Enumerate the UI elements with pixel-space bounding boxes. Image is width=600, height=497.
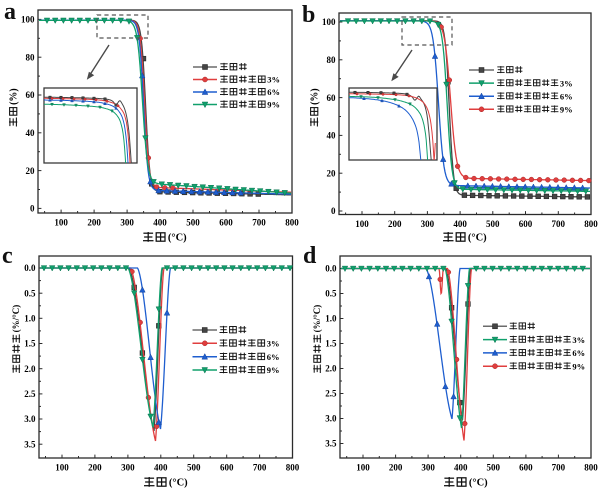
svg-text:60: 60	[327, 93, 337, 103]
svg-text:0.5: 0.5	[24, 288, 36, 298]
svg-text:60: 60	[26, 90, 36, 100]
svg-text:6%: 6%	[267, 87, 280, 97]
svg-text:0: 0	[30, 204, 35, 214]
svg-text:3%: 3%	[267, 339, 280, 349]
svg-text:2.0: 2.0	[325, 364, 337, 374]
svg-text:0.0: 0.0	[325, 264, 337, 274]
svg-text:a: a	[4, 0, 16, 25]
svg-text:(°C): (°C)	[468, 233, 487, 244]
svg-text:300: 300	[121, 463, 135, 473]
svg-text:(°C): (°C)	[168, 233, 187, 244]
svg-text:3.0: 3.0	[325, 414, 337, 424]
svg-text:0.5: 0.5	[325, 289, 337, 299]
svg-text:c: c	[2, 243, 13, 269]
svg-text:2.5: 2.5	[24, 389, 36, 399]
svg-text:200: 200	[88, 463, 102, 473]
svg-text:100: 100	[355, 219, 369, 229]
svg-text:700: 700	[253, 463, 267, 473]
svg-text:40: 40	[26, 128, 36, 138]
svg-text:80: 80	[327, 55, 337, 65]
svg-text:1.0: 1.0	[24, 314, 36, 324]
svg-text:1.0: 1.0	[325, 314, 337, 324]
svg-text:600: 600	[519, 219, 533, 229]
svg-text:100: 100	[322, 17, 336, 27]
svg-text:3%: 3%	[572, 335, 585, 345]
svg-text:80: 80	[26, 52, 36, 62]
svg-text:2.5: 2.5	[325, 389, 337, 399]
svg-text:6%: 6%	[560, 91, 573, 101]
svg-text:3.5: 3.5	[325, 439, 337, 449]
svg-text:9%: 9%	[572, 361, 585, 371]
svg-text:3.5: 3.5	[24, 439, 36, 449]
svg-text:500: 500	[487, 463, 501, 473]
svg-text:500: 500	[186, 218, 200, 228]
svg-text:(%): (%)	[309, 88, 320, 105]
svg-text:200: 200	[389, 463, 403, 473]
svg-text:300: 300	[120, 218, 134, 228]
svg-text:800: 800	[286, 463, 300, 473]
svg-text:700: 700	[552, 463, 566, 473]
svg-text:b: b	[302, 2, 315, 28]
svg-text:3%: 3%	[267, 75, 280, 85]
svg-text:(%/°C): (%/°C)	[11, 305, 21, 333]
svg-text:(%/°C): (%/°C)	[312, 305, 322, 333]
svg-text:600: 600	[519, 463, 533, 473]
svg-text:6%: 6%	[267, 352, 280, 362]
svg-text:0: 0	[331, 206, 336, 216]
svg-text:(°C): (°C)	[169, 478, 188, 489]
svg-text:d: d	[303, 243, 317, 269]
svg-text:9%: 9%	[560, 105, 573, 115]
svg-text:700: 700	[252, 218, 266, 228]
svg-text:100: 100	[55, 463, 69, 473]
svg-text:600: 600	[220, 463, 234, 473]
svg-text:500: 500	[187, 463, 201, 473]
svg-text:200: 200	[87, 218, 101, 228]
svg-text:40: 40	[327, 131, 337, 141]
svg-text:0.0: 0.0	[24, 263, 36, 273]
svg-text:2.0: 2.0	[24, 364, 36, 374]
svg-text:(°C): (°C)	[469, 478, 488, 489]
svg-text:9%: 9%	[267, 100, 280, 110]
svg-text:300: 300	[421, 463, 435, 473]
svg-text:100: 100	[356, 463, 370, 473]
svg-text:6%: 6%	[572, 348, 585, 358]
svg-text:1.5: 1.5	[24, 339, 36, 349]
svg-text:300: 300	[421, 219, 435, 229]
svg-text:200: 200	[388, 219, 402, 229]
svg-text:500: 500	[486, 219, 500, 229]
svg-text:3%: 3%	[560, 78, 573, 88]
svg-text:400: 400	[154, 463, 168, 473]
svg-text:(%): (%)	[8, 88, 19, 105]
svg-text:400: 400	[454, 463, 468, 473]
svg-text:3.0: 3.0	[24, 414, 36, 424]
svg-text:800: 800	[584, 219, 598, 229]
svg-text:400: 400	[453, 219, 467, 229]
svg-text:9%: 9%	[267, 365, 280, 375]
svg-text:100: 100	[54, 218, 68, 228]
svg-text:100: 100	[21, 15, 35, 25]
svg-text:800: 800	[584, 463, 598, 473]
svg-text:700: 700	[552, 219, 566, 229]
svg-text:1.5: 1.5	[325, 339, 337, 349]
svg-text:800: 800	[285, 218, 299, 228]
svg-text:400: 400	[153, 218, 167, 228]
svg-text:20: 20	[327, 168, 337, 178]
svg-text:20: 20	[26, 166, 36, 176]
svg-text:600: 600	[219, 218, 233, 228]
